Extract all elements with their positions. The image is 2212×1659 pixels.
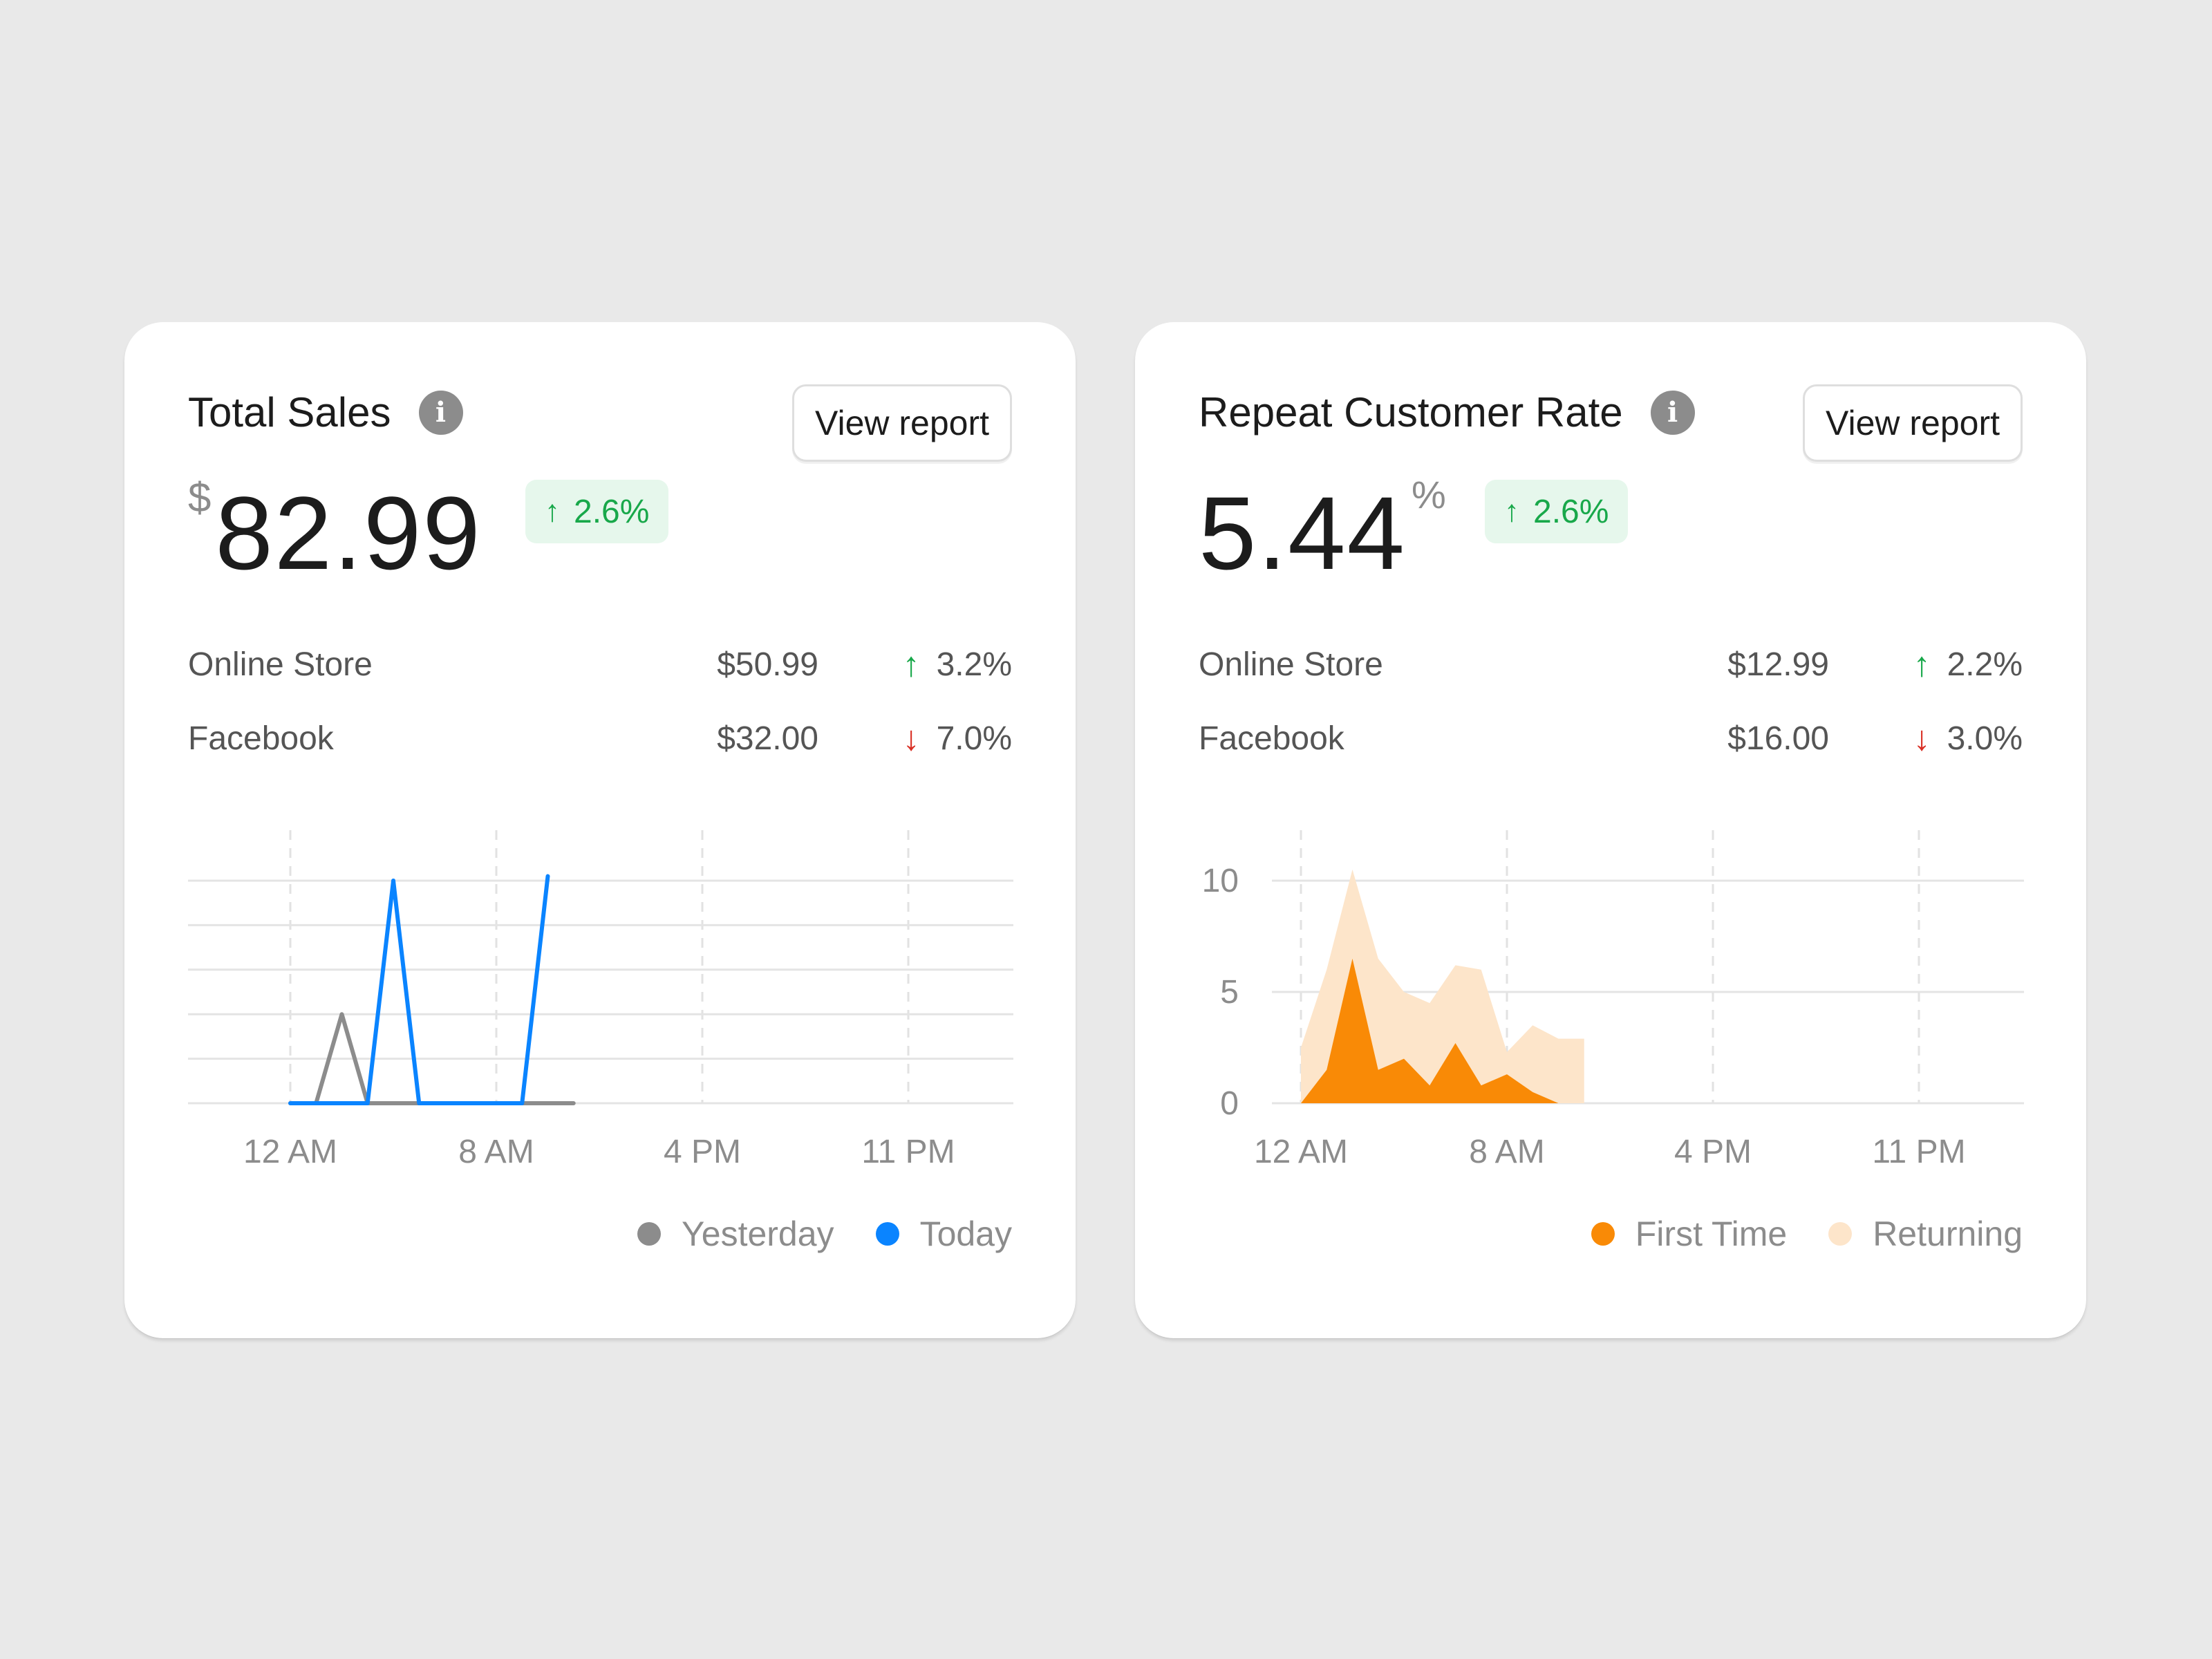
- legend-dot: [875, 1222, 899, 1246]
- row-amount: $32.00: [717, 720, 818, 757]
- change-badge: ↑ 2.6%: [1485, 480, 1629, 543]
- arrow-up-icon: ↑: [1913, 645, 1931, 684]
- repeat-customer-rate-card: Repeat Customer Rate i View report 5.44 …: [1135, 322, 2086, 1338]
- view-report-button[interactable]: View report: [1803, 384, 2023, 462]
- legend-label: Returning: [1873, 1215, 2023, 1253]
- y-tick-label: 0: [1220, 1085, 1239, 1122]
- x-tick-label: 4 PM: [664, 1134, 741, 1170]
- row-amount: $16.00: [1727, 720, 1829, 757]
- row-change-value: 2.2%: [1947, 646, 2023, 683]
- x-tick-label: 12 AM: [243, 1134, 337, 1170]
- sales-line-chart: 12 AM 8 AM 4 PM 11 PM: [188, 830, 1013, 1170]
- row-amount: $12.99: [1727, 646, 1829, 683]
- row-label: Facebook: [1199, 720, 1344, 757]
- legend-dot: [1591, 1222, 1615, 1246]
- row-change-value: 3.0%: [1947, 720, 2023, 757]
- arrow-up-icon: ↑: [902, 645, 920, 684]
- chart-legend: Yesterday Today: [596, 1214, 1012, 1254]
- card-title: Total Sales: [188, 389, 391, 435]
- row-change: ↓ 7.0%: [818, 718, 1012, 758]
- breakdown-row-online-store: Online Store $50.99 ↑ 3.2%: [188, 640, 1012, 688]
- x-tick-label: 12 AM: [1254, 1134, 1348, 1170]
- y-tick-label: 10: [1202, 863, 1239, 899]
- repeat-rate-value: 5.44 %: [1199, 475, 1446, 591]
- arrow-down-icon: ↓: [1913, 719, 1931, 758]
- chart-legend: First Time Returning: [1550, 1214, 2023, 1254]
- legend-dot: [637, 1222, 662, 1246]
- arrow-up-icon: ↑: [545, 494, 560, 528]
- row-label: Online Store: [1199, 646, 1383, 683]
- info-icon[interactable]: i: [418, 390, 463, 435]
- legend-item-first-time[interactable]: First Time: [1591, 1214, 1787, 1254]
- x-tick-label: 8 AM: [458, 1134, 534, 1170]
- row-label: Facebook: [188, 720, 334, 757]
- x-tick-label: 11 PM: [861, 1134, 955, 1170]
- badge-text: 2.6%: [1533, 493, 1609, 530]
- legend-label: Today: [919, 1215, 1012, 1253]
- info-icon[interactable]: i: [1650, 390, 1695, 435]
- percent-suffix: %: [1411, 473, 1446, 516]
- legend-item-today[interactable]: Today: [875, 1214, 1012, 1254]
- card-title-row: Total Sales i: [188, 388, 463, 436]
- badge-text: 2.6%: [574, 493, 650, 530]
- series-line-today: [288, 874, 550, 1105]
- breakdown-row-facebook: Facebook $16.00 ↓ 3.0%: [1199, 714, 2023, 762]
- breakdown-row-facebook: Facebook $32.00 ↓ 7.0%: [188, 714, 1012, 762]
- row-change-value: 7.0%: [936, 720, 1012, 757]
- row-amount: $50.99: [717, 646, 818, 683]
- series-area-first-time: [1301, 958, 1559, 1103]
- x-tick-label: 11 PM: [1872, 1134, 1965, 1170]
- row-change: ↑ 3.2%: [818, 644, 1012, 684]
- x-tick-label: 4 PM: [1674, 1134, 1752, 1170]
- x-tick-label: 8 AM: [1469, 1134, 1544, 1170]
- legend-dot: [1828, 1222, 1853, 1246]
- legend-label: First Time: [1635, 1215, 1788, 1253]
- legend-item-yesterday[interactable]: Yesterday: [637, 1214, 834, 1254]
- value-number: 82.99: [215, 475, 482, 591]
- row-change: ↑ 2.2%: [1829, 644, 2023, 684]
- row-change: ↓ 3.0%: [1829, 718, 2023, 758]
- value-number: 5.44: [1199, 475, 1406, 591]
- total-sales-card: Total Sales i View report $ 82.99 ↑ 2.6%…: [124, 322, 1076, 1338]
- row-change-value: 3.2%: [936, 646, 1012, 683]
- legend-item-returning[interactable]: Returning: [1828, 1214, 2023, 1254]
- currency-prefix: $: [188, 474, 212, 521]
- card-title-row: Repeat Customer Rate i: [1199, 388, 1695, 436]
- legend-label: Yesterday: [682, 1215, 834, 1253]
- row-label: Online Store: [188, 646, 373, 683]
- repeat-rate-area-chart: 12 AM 8 AM 4 PM 11 PM 10 5 0: [1202, 830, 2024, 1170]
- card-title: Repeat Customer Rate: [1199, 389, 1623, 435]
- y-tick-label: 5: [1220, 974, 1239, 1011]
- breakdown-row-online-store: Online Store $12.99 ↑ 2.2%: [1199, 640, 2023, 688]
- total-sales-value: $ 82.99: [188, 475, 482, 591]
- view-report-button[interactable]: View report: [792, 384, 1012, 462]
- change-badge: ↑ 2.6%: [525, 480, 669, 543]
- arrow-down-icon: ↓: [902, 719, 920, 758]
- arrow-up-icon: ↑: [1504, 494, 1519, 528]
